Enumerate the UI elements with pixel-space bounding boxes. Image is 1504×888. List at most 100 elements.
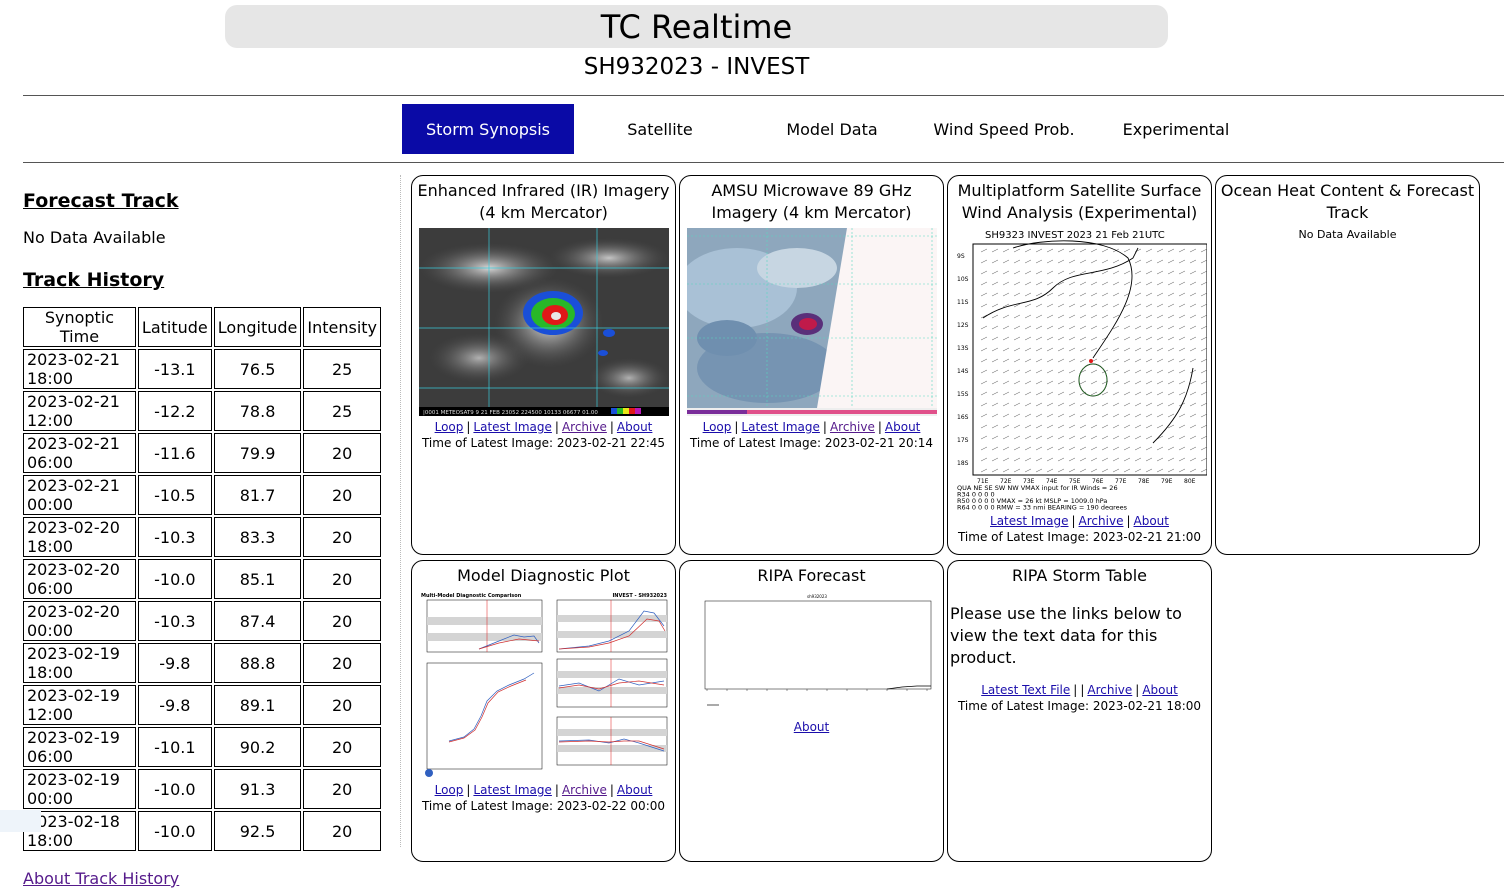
wind-archive-link[interactable]: Archive [1078,514,1124,528]
card-title: AMSU Microwave 89 GHz Imagery (4 km Merc… [711,181,912,222]
ripa-about-link[interactable]: About [793,720,830,734]
amsu-links: Loop | Latest Image | Archive | About [702,420,921,434]
ripa-text-file-link[interactable]: Latest Text File [981,683,1071,697]
cell-longitude: 88.8 [213,643,302,683]
wind-y-tick: 10S [957,276,969,283]
cell-longitude: 87.4 [213,601,302,641]
forecast-track-nodata: No Data Available [23,228,166,247]
amsu-latest-image-link[interactable]: Latest Image [741,420,820,434]
ir-latest-time: Time of Latest Image: 2023-02-21 22:45 [421,436,666,450]
cell-synoptic-time: 2023-02-20 06:00 [23,559,136,599]
table-row: 2023-02-20 00:00 -10.3 87.4 20 [23,601,381,641]
rh-panel [556,716,667,766]
cell-longitude: 90.2 [213,727,302,767]
wind-x-tick: 73E [1023,478,1035,485]
wind-latest-image-link[interactable]: Latest Image [990,514,1069,528]
ir-about-link[interactable]: About [616,420,653,434]
wind-x-tick: 77E [1115,478,1127,485]
table-row: 2023-02-19 12:00 -9.8 89.1 20 [23,685,381,725]
wind-plot-footer-line: R50 0 0 0 0 VMAX = 26 kt MSLP = 1009.0 h… [957,497,1107,505]
table-row: 2023-02-21 18:00 -13.1 76.5 25 [23,349,381,389]
ir-archive-link[interactable]: Archive [561,420,607,434]
model-archive-link[interactable]: Archive [561,783,607,797]
cell-latitude: -13.1 [137,349,212,389]
model-plot-title-right: INVEST - SH932023 [612,593,667,599]
wind-y-tick: 9S [957,253,965,260]
cell-longitude: 76.5 [213,349,302,389]
cell-synoptic-time: 2023-02-21 00:00 [23,475,136,515]
table-row: 2023-02-21 12:00 -12.2 78.8 25 [23,391,381,431]
model-links: Loop | Latest Image | Archive | About [434,783,653,797]
cell-synoptic-time: 2023-02-19 06:00 [23,727,136,767]
amsu-archive-link[interactable]: Archive [829,420,875,434]
track-panel [426,662,542,770]
model-loop-link[interactable]: Loop [434,783,464,797]
card-amsu-imagery: AMSU Microwave 89 GHz Imagery (4 km Merc… [679,175,944,555]
wind-y-tick: 13S [957,345,969,352]
ir-image-caption: |0001 METEOSAT9 9 21 FEB 23052 224500 10… [423,410,598,416]
wind-y-tick: 18S [957,460,969,467]
cell-latitude: -9.8 [137,685,212,725]
wind-analysis-plot[interactable]: SH9323 INVEST 2023 21 Feb 21UTC 9S 10S 11S… [953,228,1207,510]
cell-intensity: 20 [303,433,381,473]
wind-x-tick: 80E [1184,478,1196,485]
cell-longitude: 91.3 [213,769,302,809]
model-about-link[interactable]: About [616,783,653,797]
ripa-table-about-link[interactable]: About [1142,683,1178,697]
wind-about-link[interactable]: About [1133,514,1169,528]
table-header-row: Synoptic Time Latitude Longitude Intensi… [23,307,381,347]
tab-satellite[interactable]: Satellite [627,119,693,139]
wind-plot-header: SH9323 INVEST 2023 21 Feb 21UTC [985,230,1165,241]
column-divider [400,175,401,847]
model-diagnostic-image[interactable]: Multi-Model Diagnostic Comparison INVEST… [418,591,669,779]
ir-latest-image-link[interactable]: Latest Image [473,420,552,434]
wind-y-tick: 17S [957,437,969,444]
card-title: Multiplatform Satellite Surface Wind Ana… [957,181,1202,222]
model-plot-title-left: Multi-Model Diagnostic Comparison [421,593,522,599]
cell-intensity: 20 [303,643,381,683]
intensity-panel [426,599,542,653]
ripa-links: About [680,720,943,734]
model-latest-image-link[interactable]: Latest Image [473,783,552,797]
card-title: RIPA Forecast [757,566,866,585]
ripa-table-links: Latest Text File | | Archive | About [981,683,1178,697]
ripa-archive-link[interactable]: Archive [1087,683,1133,697]
wind-x-tick: 74E [1046,478,1058,485]
cell-longitude: 89.1 [213,685,302,725]
card-ripa-storm-table: RIPA Storm Table Please use the links be… [947,560,1212,862]
amsu-loop-link[interactable]: Loop [702,420,732,434]
storm-id: SH932023 - INVEST [583,54,810,80]
card-title: Enhanced Infrared (IR) Imagery (4 km Mer… [417,181,670,222]
tab-model-data[interactable]: Model Data [786,119,878,139]
cell-longitude: 78.8 [213,391,302,431]
card-wind-analysis: Multiplatform Satellite Surface Wind Ana… [947,175,1212,555]
cell-longitude: 81.7 [213,475,302,515]
table-row: 2023-02-19 18:00 -9.8 88.8 20 [23,643,381,683]
cell-latitude: -10.3 [137,517,212,557]
card-title: Model Diagnostic Plot [457,566,630,585]
wind-x-tick: 71E [977,478,989,485]
ir-links: Loop | Latest Image | Archive | About [434,420,653,434]
about-track-history-link[interactable]: About Track History [23,869,180,888]
tab-storm-synopsis[interactable]: Storm Synopsis [402,104,574,154]
wind-latest-time: Time of Latest Image: 2023-02-21 21:00 [957,530,1202,544]
ir-satellite-image[interactable]: |0001 METEOSAT9 9 21 FEB 23052 224500 10… [418,228,669,416]
tab-wind-speed-prob[interactable]: Wind Speed Prob. [933,119,1075,139]
cell-synoptic-time: 2023-02-19 18:00 [23,643,136,683]
tab-experimental[interactable]: Experimental [1122,119,1230,139]
table-row: 2023-02-21 00:00 -10.5 81.7 20 [23,475,381,515]
wind-plot-footer-line: R64 0 0 0 0 RMW = 33 nmi BEARING = 190 d… [957,504,1128,511]
ripa-forecast-image[interactable]: sh932023 [686,591,937,716]
amsu-about-link[interactable]: About [884,420,921,434]
card-title: Ocean Heat Content & Forecast Track [1220,181,1475,222]
cell-longitude: 92.5 [213,811,302,851]
card-ir-imagery: Enhanced Infrared (IR) Imagery (4 km Mer… [411,175,676,555]
amsu-satellite-image[interactable] [686,228,937,416]
ripa-plot-title: sh932023 [807,594,827,599]
col-latitude: Latitude [137,307,212,347]
sst-panel [556,658,667,708]
cell-latitude: -10.0 [137,769,212,809]
cell-latitude: -10.3 [137,601,212,641]
ir-loop-link[interactable]: Loop [434,420,464,434]
amsu-latest-time: Time of Latest Image: 2023-02-21 20:14 [689,436,934,450]
